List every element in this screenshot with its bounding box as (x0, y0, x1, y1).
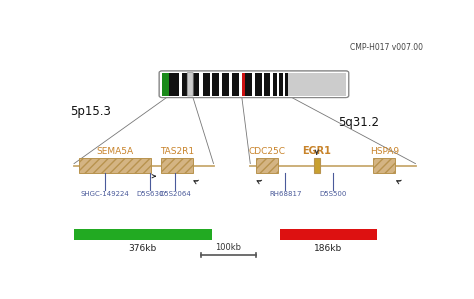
Bar (239, 73, 242, 96)
Bar (270, 73, 273, 96)
Bar (179, 73, 182, 96)
Bar (222, 73, 229, 96)
Bar (242, 73, 245, 96)
Bar (245, 73, 252, 96)
FancyBboxPatch shape (159, 71, 349, 97)
Bar (192, 73, 200, 96)
Bar (169, 73, 179, 96)
Text: 5p15.3: 5p15.3 (70, 105, 111, 118)
Bar (262, 73, 264, 96)
Bar (162, 73, 169, 96)
Text: RH68817: RH68817 (269, 191, 301, 197)
Bar (210, 73, 212, 96)
Bar (252, 73, 255, 96)
FancyBboxPatch shape (256, 158, 278, 173)
Bar (277, 73, 279, 96)
Bar (190, 73, 192, 96)
Bar (280, 228, 377, 239)
Text: SHGC-149224: SHGC-149224 (81, 191, 129, 197)
FancyBboxPatch shape (187, 72, 193, 96)
Text: HSPA9: HSPA9 (370, 147, 399, 156)
FancyBboxPatch shape (314, 158, 319, 173)
Bar (273, 73, 277, 96)
Bar (219, 73, 222, 96)
Bar (229, 73, 232, 96)
Bar (200, 73, 203, 96)
Bar (232, 73, 239, 96)
Bar (279, 73, 283, 96)
FancyBboxPatch shape (80, 158, 151, 173)
Text: 5q31.2: 5q31.2 (338, 116, 379, 129)
Bar (74, 228, 212, 239)
Bar (255, 73, 262, 96)
Text: EGR1: EGR1 (302, 146, 331, 156)
FancyBboxPatch shape (374, 158, 395, 173)
Text: D5S630: D5S630 (137, 191, 164, 197)
Bar (264, 73, 270, 96)
FancyBboxPatch shape (161, 158, 192, 173)
Text: 100kb: 100kb (215, 242, 241, 251)
Bar (285, 73, 289, 96)
Text: 186kb: 186kb (314, 244, 342, 253)
Text: TAS2R1: TAS2R1 (160, 147, 194, 156)
Text: 376kb: 376kb (129, 244, 157, 253)
Bar (283, 73, 285, 96)
Bar (289, 73, 346, 96)
Text: D5S2064: D5S2064 (159, 191, 191, 197)
Bar (188, 73, 190, 96)
Bar (203, 73, 210, 96)
Bar (182, 73, 188, 96)
Bar (212, 73, 219, 96)
Text: CDC25C: CDC25C (248, 147, 285, 156)
Text: CMP-H017 v007.00: CMP-H017 v007.00 (350, 43, 423, 52)
Text: SEMA5A: SEMA5A (97, 147, 134, 156)
Text: D5S500: D5S500 (319, 191, 346, 197)
